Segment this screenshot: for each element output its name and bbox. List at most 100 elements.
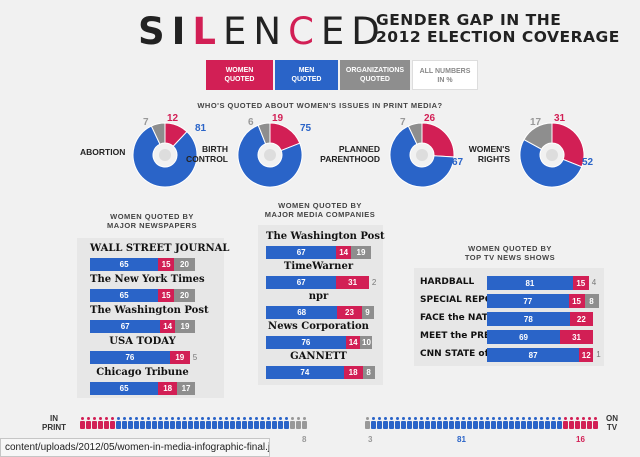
companies-title-line-1: WOMEN QUOTED BY — [278, 201, 362, 210]
donut-3-slice-orgs — [523, 122, 553, 150]
donut-2-label: PLANNED PARENTHOOD — [320, 144, 380, 164]
print-men-person-icon — [224, 417, 229, 429]
donut-3-orgs-value: 17 — [530, 117, 542, 128]
print-men-person-icon — [140, 417, 145, 429]
donut-2-men-value: 67 — [452, 157, 464, 168]
newspaper-row-1-women-segment: 15 — [158, 289, 174, 302]
donut-1-women-value: 19 — [272, 113, 284, 124]
tv-men-person-icon — [545, 417, 550, 429]
newspaper-row-3-name: USA TODAY — [109, 336, 176, 347]
donut-1-center — [264, 149, 276, 161]
tv-men-person-icon — [401, 417, 406, 429]
tv-men-person-icon — [473, 417, 478, 429]
legend-men-line-1: MEN — [298, 67, 315, 74]
legend-men: MEN QUOTED — [275, 60, 338, 90]
legend-women-line-2: QUOTED — [224, 76, 255, 83]
print-men-person-icon — [164, 417, 169, 429]
newspaper-row-2-men-segment: 67 — [90, 320, 161, 333]
tv-men-person-icon — [449, 417, 454, 429]
tv-men-person-icon — [533, 417, 538, 429]
tv-row-0-orgs-value: 4 — [591, 278, 597, 287]
donut-3-men-value: 52 — [582, 157, 594, 168]
newspaper-row-3-men-segment: 76 — [90, 351, 170, 364]
donut-1-label-line-2: CONTROL — [185, 154, 228, 164]
print-women-person-icon — [104, 417, 109, 429]
tv-women-person-icon — [563, 417, 568, 429]
company-row-1-name: TimeWarner — [283, 261, 354, 272]
print-men-person-icon — [206, 417, 211, 429]
newspaper-row-0-women-segment: 15 — [158, 258, 174, 271]
donut-3-slice-men — [519, 138, 583, 188]
brand-title: SILENCED — [138, 10, 387, 53]
newspaper-row-4-name: Chicago Tribune — [96, 367, 189, 378]
tv-row-4-orgs-value: 1 — [596, 350, 601, 359]
legend-orgs-line-2: QUOTED — [360, 76, 390, 83]
tv-men-person-icon — [407, 417, 412, 429]
on-tv-label-line-1: ON — [606, 414, 618, 423]
company-row-2-orgs-segment: 9 — [361, 306, 374, 319]
tv-men-person-icon — [377, 417, 382, 429]
on-tv-label-line-2: TV — [606, 423, 618, 432]
newspaper-row-4-men-segment: 65 — [90, 382, 159, 395]
newspapers-title-line-2: MAJOR NEWSPAPERS — [107, 221, 197, 230]
donut-2-women-value: 26 — [424, 113, 436, 124]
donut-0 — [132, 122, 198, 188]
donut-3-label-line-1: WOMEN'S — [468, 144, 510, 154]
company-row-3-name: News Corporation — [268, 321, 369, 332]
company-row-1-bar: 67 31 2 — [266, 276, 376, 289]
companies-title-line-2: MAJOR MEDIA COMPANIES — [264, 210, 376, 219]
subtitle-line-2: 2012 ELECTION COVERAGE — [376, 28, 620, 46]
print-men-person-icon — [194, 417, 199, 429]
donut-2-slice-women — [421, 122, 455, 158]
print-men-person-icon — [128, 417, 133, 429]
tv-row-3-bar: 69 31 — [487, 330, 593, 344]
subtitle-line-1: GENDER GAP IN THE — [376, 11, 562, 29]
company-row-1-orgs-value: 2 — [371, 278, 377, 287]
tv-men-person-icon — [395, 417, 400, 429]
legend-orgs-line-1: ORGANIZATIONS — [345, 67, 405, 74]
print-men-person-icon — [242, 417, 247, 429]
tv-orgs-person-icon — [365, 417, 370, 429]
donut-1-men-value: 75 — [300, 123, 312, 134]
donut-3-slice-women — [551, 122, 585, 168]
print-men-person-icon — [152, 417, 157, 429]
company-row-4-bar: 74 18 8 — [266, 366, 375, 379]
tv-men-person-icon — [455, 417, 460, 429]
tv-row-2-name: FACE the NATION — [420, 313, 507, 323]
donut-3-label: WOMEN'S RIGHTS — [450, 144, 510, 164]
donut-0-men-value: 81 — [195, 123, 207, 134]
print-women-person-icon — [92, 417, 97, 429]
tv-men-person-icon — [461, 417, 466, 429]
legend-men-line-2: QUOTED — [291, 76, 322, 83]
tv-row-0-women-segment: 15 — [572, 276, 589, 290]
newspaper-row-3-women-segment: 19 — [169, 351, 190, 364]
company-row-4-men-segment: 74 — [266, 366, 344, 379]
subtitle: GENDER GAP IN THE 2012 ELECTION COVERAGE — [376, 12, 620, 46]
companies-title: WOMEN QUOTED BY MAJOR MEDIA COMPANIES — [250, 201, 390, 219]
brand-part-4: C — [288, 10, 321, 53]
donut-0-label-line-1: ABORTION — [80, 147, 126, 157]
on-tv-label: ON TV — [606, 414, 618, 432]
donut-3-women-value: 31 — [554, 113, 566, 124]
tv-men-person-icon — [437, 417, 442, 429]
tv-row-0-name: HARDBALL — [420, 277, 475, 287]
in-print-label-line-2: PRINT — [42, 423, 66, 432]
tv-men-person-icon — [551, 417, 556, 429]
legend-note-line-2: IN % — [437, 77, 453, 84]
donut-1-label-line-1: BIRTH — [202, 144, 228, 154]
print-men-person-icon — [260, 417, 265, 429]
company-row-2-bar: 68 23 9 — [266, 306, 374, 319]
newspaper-row-4-women-segment: 18 — [158, 382, 178, 395]
tv-men-person-icon — [497, 417, 502, 429]
tv-men-person-icon — [509, 417, 514, 429]
donut-0-center — [159, 149, 171, 161]
legend-note: ALL NUMBERS IN % — [412, 60, 478, 90]
tv-row-1-men-segment: 77 — [487, 294, 569, 308]
tv-women-person-icon — [575, 417, 580, 429]
print-men-person-icon — [218, 417, 223, 429]
company-row-3-orgs-segment: 10 — [360, 336, 373, 349]
tv-women-person-icon — [569, 417, 574, 429]
newspaper-row-0-men-segment: 65 — [90, 258, 159, 271]
print-men-person-icon — [266, 417, 271, 429]
company-row-4-name: GANNETT — [290, 351, 347, 362]
